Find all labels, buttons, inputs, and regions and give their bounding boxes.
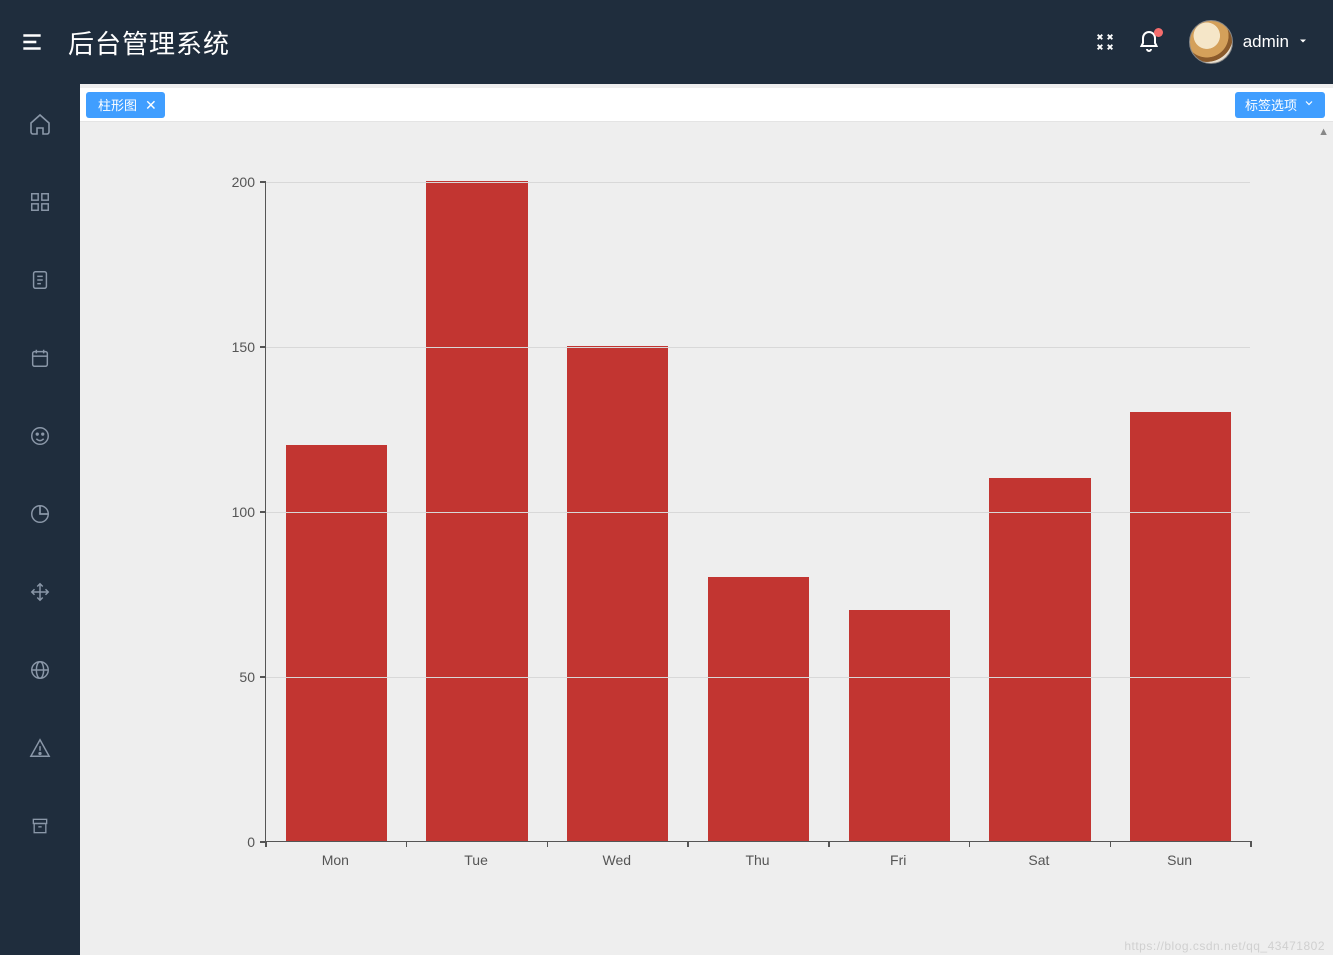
fullscreen-button[interactable] — [1085, 22, 1125, 62]
x-tick-label: Wed — [603, 852, 632, 868]
archive-icon — [30, 816, 50, 836]
bar-chart: 050100150200 MonTueWedThuFriSatSun — [190, 182, 1250, 902]
y-tick-label: 50 — [239, 669, 255, 685]
menu-icon — [19, 29, 45, 55]
y-tick-label: 100 — [232, 504, 255, 520]
user-menu[interactable]: admin — [1243, 32, 1309, 52]
calendar-icon — [29, 347, 51, 369]
y-axis-tick — [260, 181, 266, 183]
chart-bar[interactable] — [426, 181, 527, 841]
chart-bar[interactable] — [567, 346, 668, 841]
chart-bar[interactable] — [989, 478, 1090, 841]
y-tick-label: 0 — [247, 834, 255, 850]
grid-line — [266, 347, 1250, 348]
sidebar-item-move[interactable] — [18, 570, 62, 614]
sidebar-item-home[interactable] — [18, 102, 62, 146]
grid-line — [266, 182, 1250, 183]
header-bar: 后台管理系统 admin — [0, 0, 1333, 84]
menu-toggle-button[interactable] — [8, 18, 56, 66]
x-axis-tick — [1250, 841, 1252, 847]
sidebar-item-calendar[interactable] — [18, 336, 62, 380]
notification-dot — [1154, 28, 1163, 37]
notifications-button[interactable] — [1129, 22, 1169, 62]
piechart-icon — [29, 503, 51, 525]
move-icon — [29, 581, 51, 603]
sidebar-item-archive[interactable] — [18, 804, 62, 848]
tab-bar: 柱形图 ✕ 标签选项 — [80, 88, 1333, 122]
chart-bar[interactable] — [286, 445, 387, 841]
y-tick-label: 200 — [232, 174, 255, 190]
emoji-icon — [29, 425, 51, 447]
sidebar-item-dashboard[interactable] — [18, 180, 62, 224]
chart-plot-area — [265, 182, 1250, 842]
home-icon — [28, 112, 52, 136]
document-icon — [29, 269, 51, 291]
x-tick-label: Thu — [745, 852, 769, 868]
user-avatar[interactable] — [1189, 20, 1233, 64]
x-tick-label: Tue — [464, 852, 488, 868]
chart-bar[interactable] — [708, 577, 809, 841]
main-area: 柱形图 ✕ 标签选项 ▲ 0 50 100 150 200 Mon Tue Wed Thu Fr… — [80, 84, 1333, 955]
grid-line — [266, 677, 1250, 678]
sidebar-item-chart[interactable] — [18, 492, 62, 536]
username-label: admin — [1243, 32, 1289, 52]
x-tick-label: Sun — [1167, 852, 1192, 868]
x-tick-label: Fri — [890, 852, 906, 868]
x-tick-label: Mon — [322, 852, 349, 868]
x-axis: Mon Tue Wed Thu Fri Sat Sun — [265, 842, 1250, 902]
sidebar — [0, 84, 80, 955]
x-tick-label: Sat — [1028, 852, 1049, 868]
sidebar-item-document[interactable] — [18, 258, 62, 302]
close-icon[interactable]: ✕ — [145, 98, 157, 112]
chart-bar[interactable] — [849, 610, 950, 841]
dashboard-icon — [29, 191, 51, 213]
globe-icon — [29, 659, 51, 681]
content-pane: ▲ 0 50 100 150 200 Mon Tue Wed Thu Fri Sat Sun htt… — [80, 122, 1333, 955]
tab-options-button[interactable]: 标签选项 — [1235, 92, 1325, 118]
y-axis: 050100150200 — [190, 182, 265, 842]
sidebar-item-emoji[interactable] — [18, 414, 62, 458]
fullscreen-icon — [1094, 31, 1116, 53]
sidebar-item-warning[interactable] — [18, 726, 62, 770]
y-axis-tick — [260, 346, 266, 348]
tab-bar-chart[interactable]: 柱形图 ✕ — [86, 92, 165, 118]
tab-options-label: 标签选项 — [1245, 95, 1297, 114]
watermark-text: https://blog.csdn.net/qq_43471802 — [1124, 939, 1325, 953]
y-axis-tick — [260, 676, 266, 678]
tab-label: 柱形图 — [98, 95, 137, 114]
app-title: 后台管理系统 — [68, 24, 230, 61]
grid-line — [266, 512, 1250, 513]
warning-icon — [29, 737, 51, 759]
y-axis-tick — [260, 511, 266, 513]
caret-down-icon — [1297, 32, 1309, 52]
chevron-down-icon — [1303, 97, 1315, 112]
sidebar-item-globe[interactable] — [18, 648, 62, 692]
y-tick-label: 150 — [232, 339, 255, 355]
scroll-up-icon[interactable]: ▲ — [1318, 126, 1329, 138]
chart-bar[interactable] — [1130, 412, 1231, 841]
